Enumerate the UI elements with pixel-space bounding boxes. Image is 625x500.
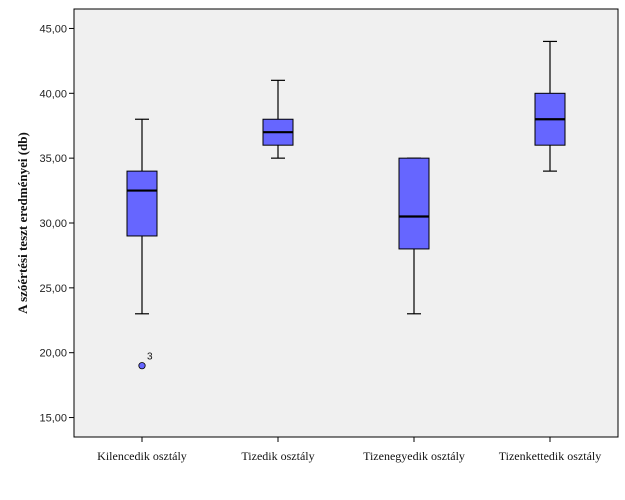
x-axis: Kilencedik osztály Tizedik osztály Tizeneg… [97, 437, 601, 463]
y-tick-label: 25,00 [39, 283, 67, 295]
boxes: 3 [126, 40, 566, 370]
y-tick-label: 40,00 [39, 88, 67, 100]
plot-area [73, 8, 619, 438]
x-tick-label: Tizedik osztály [241, 449, 314, 463]
y-axis: 15,00 20,00 25,00 30,00 35,00 40,00 45,00 [39, 23, 74, 425]
x-tick-label: Tizenegyedik osztály [363, 449, 465, 463]
y-tick-label: 35,00 [39, 153, 67, 165]
x-tick-label: Kilencedik osztály [97, 449, 187, 463]
y-tick-label: 45,00 [39, 23, 67, 35]
y-tick-label: 20,00 [39, 348, 67, 360]
box [398, 157, 430, 250]
y-axis-label: A szóértési teszt eredményei (db) [15, 132, 30, 314]
y-tick-label: 30,00 [39, 218, 67, 230]
outlier-point [138, 362, 146, 370]
box [126, 170, 158, 237]
outlier-label: 3 [147, 352, 153, 363]
x-tick-label: Tizenkettedik osztály [499, 449, 602, 463]
y-tick-label: 15,00 [39, 413, 67, 425]
